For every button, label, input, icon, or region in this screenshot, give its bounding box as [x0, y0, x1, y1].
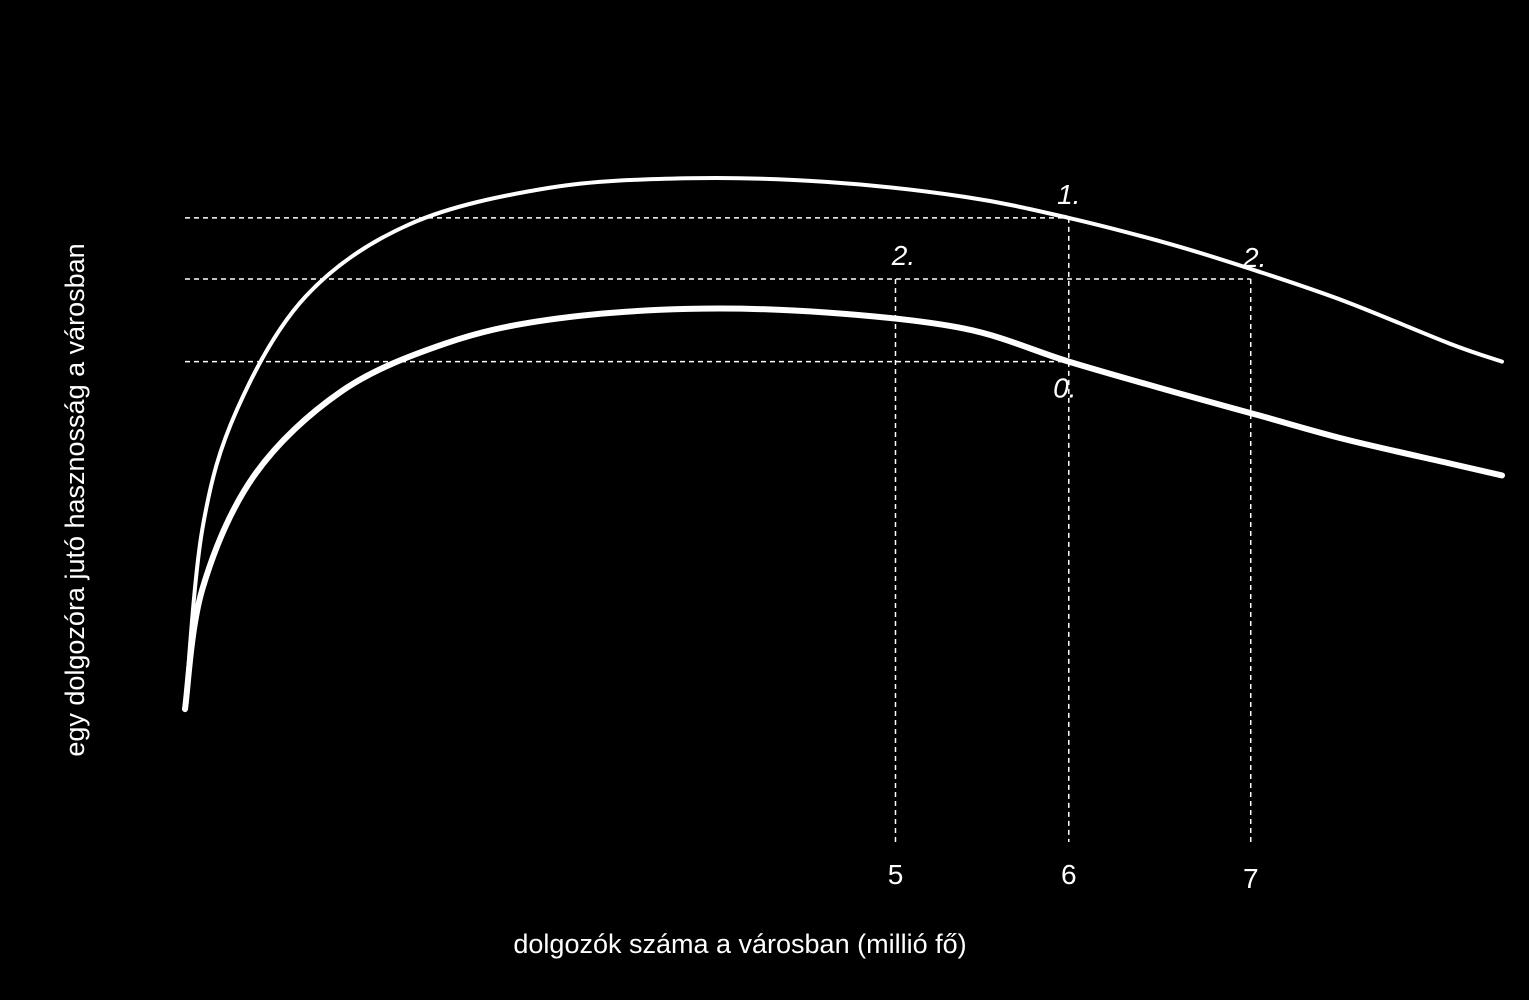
point-label-3: 2.	[1242, 242, 1266, 273]
y-axis-title: egy dolgozóra jutó hasznosság a városban	[60, 243, 90, 756]
x-tick-7: 7	[1243, 863, 1259, 894]
x-tick-5: 5	[888, 859, 904, 890]
x-axis-title: dolgozók száma a városban (millió fő)	[513, 929, 966, 959]
guide-lines	[185, 217, 1252, 842]
curve-0	[183, 176, 1504, 712]
point-label-0: 1.	[1057, 179, 1080, 210]
x-tick-labels: 5 6 7	[888, 859, 1259, 894]
point-label-1: 2.	[891, 240, 915, 271]
point-labels: 1. 2. 0. 2.	[891, 179, 1267, 404]
point-label-2: 0.	[1053, 373, 1076, 404]
curve-1	[182, 305, 1505, 713]
curves	[182, 176, 1505, 713]
x-tick-6: 6	[1061, 859, 1077, 890]
